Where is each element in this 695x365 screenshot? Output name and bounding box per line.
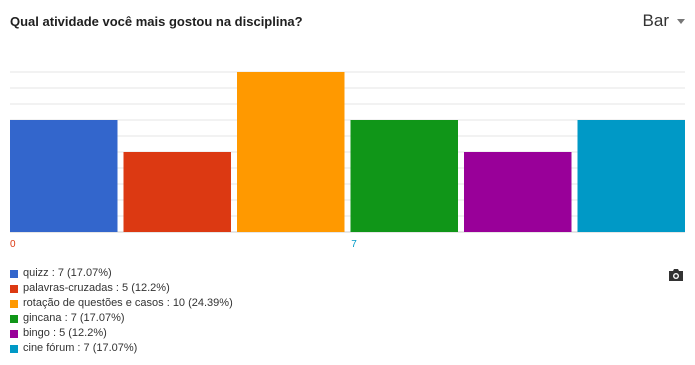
legend-label: rotação de questões e casos : 10 (24.39%… <box>23 297 233 309</box>
legend-label: bingo : 5 (12.2%) <box>23 327 107 339</box>
legend-swatch <box>10 299 18 308</box>
chart-legend: quizz : 7 (17.07%) palavras-cruzadas : 5 … <box>10 266 233 356</box>
bar-6 <box>577 120 685 232</box>
legend-item: gincana : 7 (17.07%) <box>10 311 233 326</box>
legend-label: cine fórum : 7 (17.07%) <box>23 342 138 354</box>
legend-item: cine fórum : 7 (17.07%) <box>10 341 233 356</box>
chart-title: Qual atividade você mais gostou na disci… <box>10 14 303 29</box>
bar-2 <box>123 152 231 232</box>
chevron-down-icon <box>677 18 685 24</box>
legend-swatch <box>10 269 18 278</box>
bar-1 <box>10 120 118 232</box>
legend-label: gincana : 7 (17.07%) <box>23 312 125 324</box>
legend-item: rotação de questões e casos : 10 (24.39%… <box>10 296 233 311</box>
camera-icon[interactable] <box>668 267 684 283</box>
chart-type-label: Bar <box>642 11 669 30</box>
legend-item: bingo : 5 (12.2%) <box>10 326 233 341</box>
legend-item: quizz : 7 (17.07%) <box>10 266 233 281</box>
legend-swatch <box>10 314 18 323</box>
legend-swatch <box>10 284 18 293</box>
bar-5 <box>464 152 572 232</box>
legend-label: quizz : 7 (17.07%) <box>23 267 112 279</box>
bar-4 <box>350 120 458 232</box>
legend-label: palavras-cruzadas : 5 (12.2%) <box>23 282 170 294</box>
x-tick-label: 0 <box>10 239 16 250</box>
legend-item: palavras-cruzadas : 5 (12.2%) <box>10 281 233 296</box>
chart-type-dropdown[interactable]: Bar <box>643 11 685 31</box>
x-tick-label: 7 <box>351 239 357 250</box>
bar-3 <box>237 72 345 232</box>
legend-swatch <box>10 344 18 353</box>
legend-swatch <box>10 329 18 338</box>
